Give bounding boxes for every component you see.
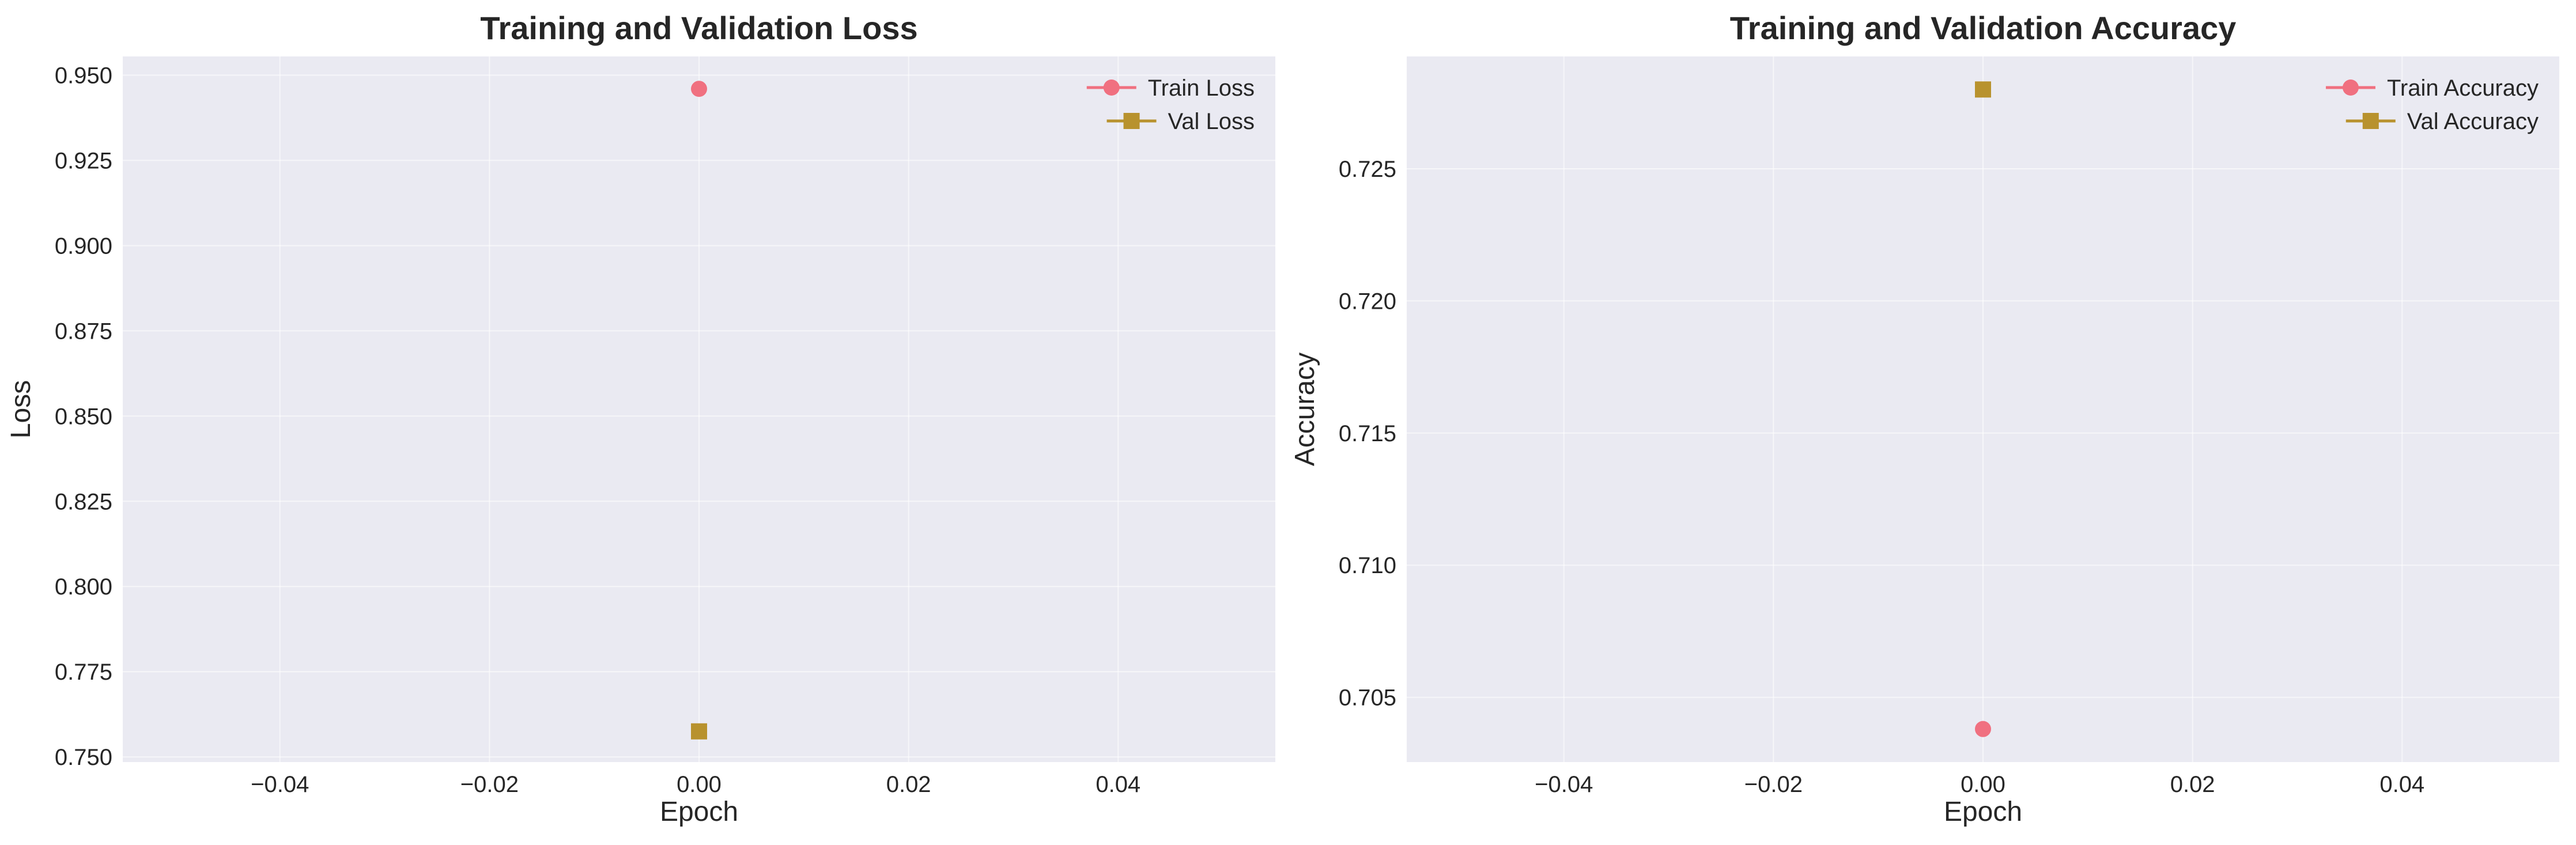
y-tick-label: 0.720 bbox=[1339, 289, 1396, 314]
legend-label: Val Loss bbox=[1168, 109, 1255, 134]
y-axis-label: Accuracy bbox=[1290, 353, 1320, 466]
x-tick-label: −0.02 bbox=[1744, 772, 1803, 797]
y-tick-label: 0.725 bbox=[1339, 157, 1396, 182]
x-tick-label: 0.02 bbox=[886, 772, 931, 797]
x-tick-label: 0.00 bbox=[677, 772, 722, 797]
y-axis-label: Loss bbox=[6, 380, 36, 438]
y-tick-label: 0.825 bbox=[55, 489, 112, 514]
x-axis-label: Epoch bbox=[1944, 797, 2022, 827]
chart-title: Training and Validation Loss bbox=[480, 10, 917, 46]
accuracy-chart-panel: −0.04 −0.02 0.00 0.02 0.04 0.705 0.710 0.715 0.7… bbox=[1290, 10, 2559, 827]
legend-marker bbox=[2362, 113, 2379, 129]
legend-marker bbox=[2342, 79, 2359, 96]
data-point-train-accuracy bbox=[1975, 721, 1991, 737]
x-tick-label: 0.02 bbox=[2170, 772, 2215, 797]
x-tick-label: −0.04 bbox=[251, 772, 309, 797]
x-tick-label: 0.00 bbox=[1961, 772, 2005, 797]
x-tick-label: −0.02 bbox=[460, 772, 519, 797]
x-axis-label: Epoch bbox=[660, 797, 738, 827]
legend: Train Loss Val Loss bbox=[1086, 75, 1255, 134]
legend-marker bbox=[1123, 113, 1140, 129]
y-tick-label: 0.875 bbox=[55, 319, 112, 344]
y-tick-label: 0.950 bbox=[55, 63, 112, 89]
legend-label: Train Accuracy bbox=[2387, 75, 2539, 101]
legend-label: Train Loss bbox=[1148, 75, 1255, 101]
legend-label: Val Accuracy bbox=[2407, 109, 2539, 134]
loss-chart-panel: −0.04 −0.02 0.00 0.02 0.04 0.750 0.775 0.800 0.8… bbox=[6, 10, 1275, 827]
chart-title: Training and Validation Accuracy bbox=[1730, 10, 2237, 46]
legend-marker bbox=[1103, 79, 1120, 96]
y-tick-label: 0.850 bbox=[55, 404, 112, 429]
data-point-val-accuracy bbox=[1975, 81, 1991, 98]
data-point-train-loss bbox=[691, 81, 707, 97]
y-tick-label: 0.800 bbox=[55, 574, 112, 600]
x-tick-label: −0.04 bbox=[1535, 772, 1593, 797]
x-tick-label: 0.04 bbox=[1096, 772, 1140, 797]
y-tick-label: 0.900 bbox=[55, 233, 112, 259]
y-tick-label: 0.750 bbox=[55, 745, 112, 770]
y-tick-label: 0.705 bbox=[1339, 685, 1396, 711]
data-point-val-loss bbox=[691, 723, 707, 740]
x-tick-label: 0.04 bbox=[2379, 772, 2424, 797]
y-tick-label: 0.925 bbox=[55, 148, 112, 173]
legend: Train Accuracy Val Accuracy bbox=[2325, 75, 2539, 134]
y-tick-label: 0.775 bbox=[55, 660, 112, 685]
y-tick-label: 0.710 bbox=[1339, 553, 1396, 578]
y-tick-label: 0.715 bbox=[1339, 421, 1396, 446]
